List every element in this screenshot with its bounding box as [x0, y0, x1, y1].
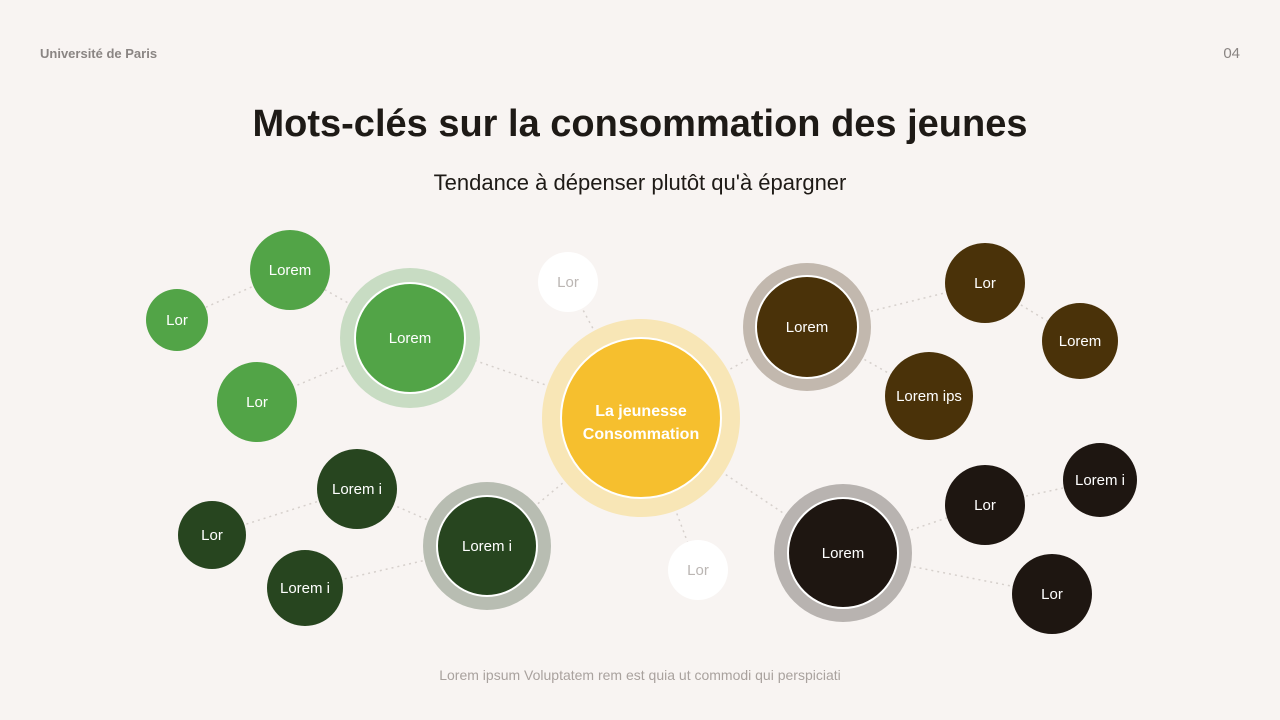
node-circle [1042, 303, 1118, 379]
node-label: Lorem i [280, 580, 330, 597]
node-label: Lorem i [1075, 472, 1125, 489]
node-circle [354, 282, 466, 394]
node-circle [267, 550, 343, 626]
node-circle [146, 289, 208, 351]
node-circle [885, 352, 973, 440]
node-circle [317, 449, 397, 529]
node-circle [1012, 554, 1092, 634]
keyword-node-green: Lor [217, 362, 297, 442]
footer-text: Lorem ipsum Voluptatem rem est quia ut c… [439, 667, 841, 683]
node-circle [538, 252, 598, 312]
node-label: Lor [687, 562, 709, 579]
center-node: La jeunesse Consommation [542, 319, 740, 517]
keyword-node-black: Lor [945, 465, 1025, 545]
keyword-node-dark-green: Lorem i [267, 550, 343, 626]
keyword-node-green: Lorem [250, 230, 330, 310]
keyword-node-dark-green: Lorem i [317, 449, 397, 529]
node-label: Lor [246, 394, 268, 411]
center-label-line2: Consommation [583, 426, 699, 443]
node-label: Lor [166, 312, 188, 329]
keyword-node-brown: Lorem [1042, 303, 1118, 379]
keyword-node-black: Lor [1012, 554, 1092, 634]
node-circle [217, 362, 297, 442]
node-circle [436, 495, 538, 597]
node-label: Lor [557, 274, 579, 291]
keyword-node-black: Lorem i [1063, 443, 1137, 517]
node-label: Lor [974, 497, 996, 514]
node-label: Lorem [269, 262, 312, 279]
keyword-node-white: Lor [668, 540, 728, 600]
node-label: Lorem [786, 319, 829, 336]
node-label: Lor [974, 275, 996, 292]
node-label: Lor [1041, 586, 1063, 603]
keyword-node-green: Lor [146, 289, 208, 351]
node-circle [945, 243, 1025, 323]
node-label: Lorem ips [896, 388, 962, 405]
node-circle [250, 230, 330, 310]
node-circle [755, 275, 859, 379]
main-keyword-node-black: Lorem [774, 484, 912, 622]
organization-name: Université de Paris [40, 46, 158, 61]
node-circle [787, 497, 899, 609]
keyword-node-dark-green: Lor [178, 501, 246, 569]
keyword-node-white: Lor [538, 252, 598, 312]
page-subtitle: Tendance à dépenser plutôt qu'à épargner [433, 170, 847, 195]
node-circle [945, 465, 1025, 545]
node-circle [1063, 443, 1137, 517]
main-keyword-node-dark-green: Lorem i [423, 482, 551, 610]
node-circle [178, 501, 246, 569]
node-label: Lorem [389, 330, 432, 347]
page-title: Mots-clés sur la consommation des jeunes [252, 103, 1028, 145]
center-label-line1: La jeunesse [595, 403, 687, 420]
node-label: Lorem [1059, 333, 1102, 350]
node-label: Lorem i [332, 481, 382, 498]
main-keyword-node-brown: Lorem [743, 263, 871, 391]
node-label: Lor [201, 527, 223, 544]
connector-line [640, 417, 844, 554]
page-number: 04 [1223, 45, 1240, 62]
node-label: Lorem [822, 545, 865, 562]
keyword-node-brown: Lorem ips [885, 352, 973, 440]
node-circle [668, 540, 728, 600]
keyword-node-brown: Lor [945, 243, 1025, 323]
main-keyword-node-green: Lorem [340, 268, 480, 408]
center-circle [560, 337, 722, 499]
node-label: Lorem i [462, 538, 512, 555]
